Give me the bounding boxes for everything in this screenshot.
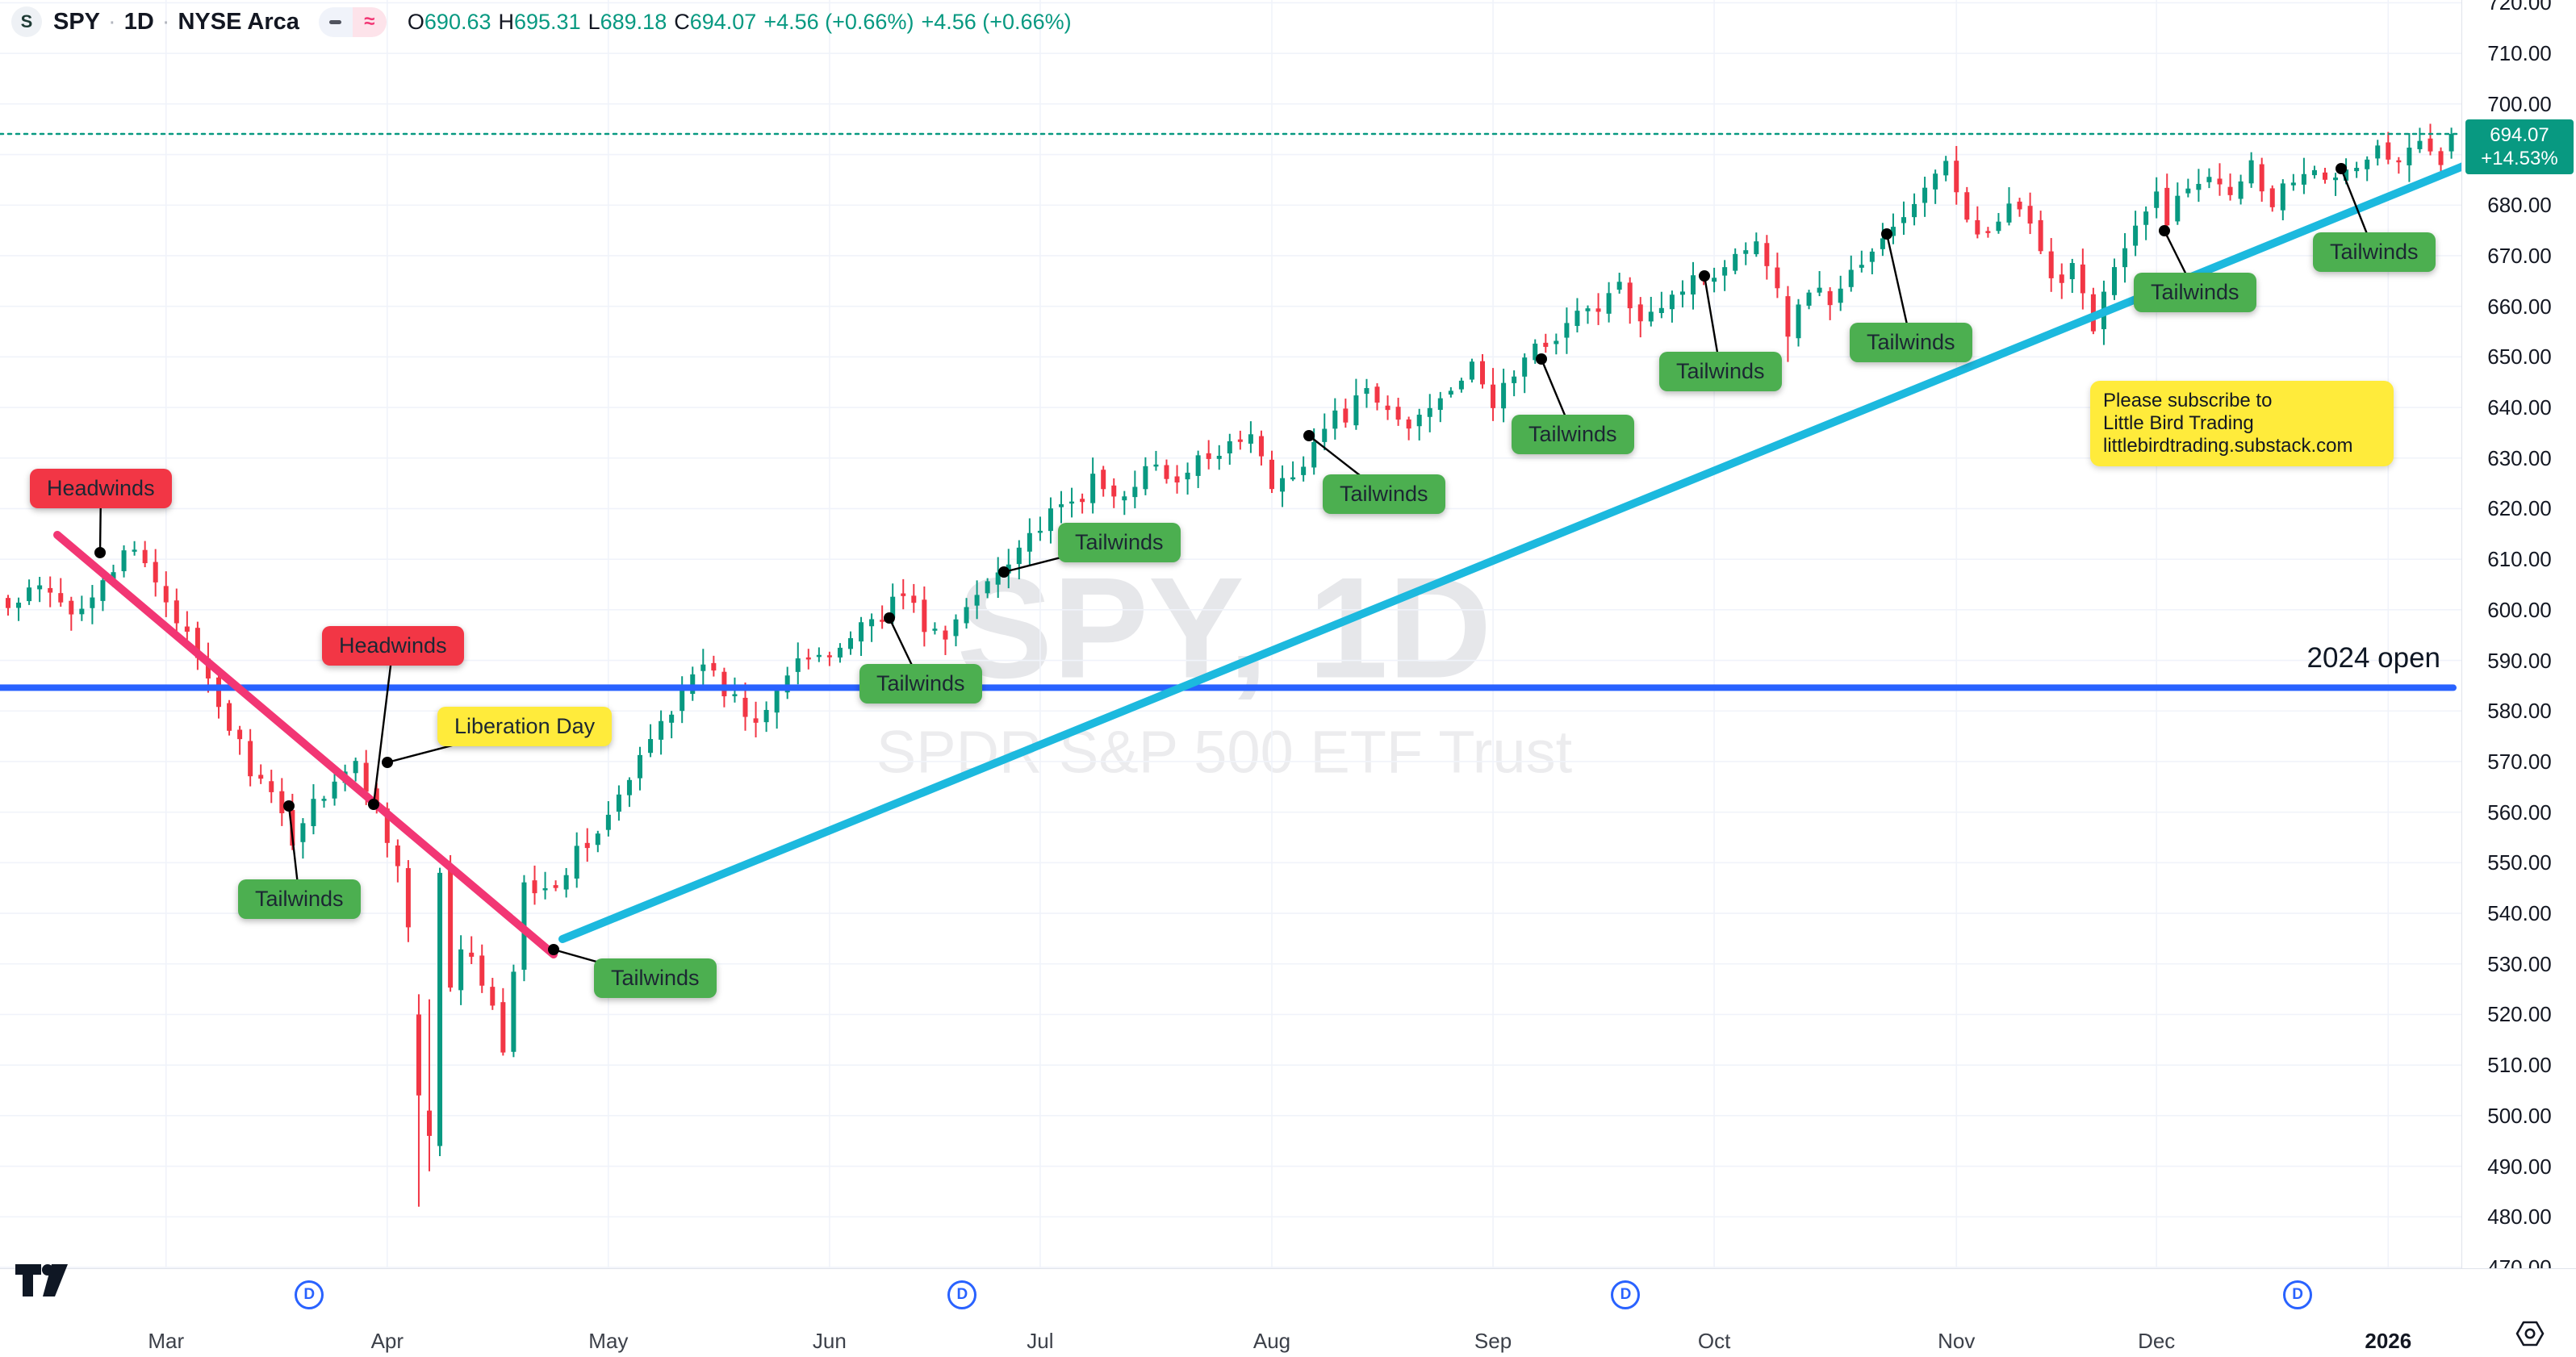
price-tick-label: 490.00 [2487,1154,2552,1179]
annotation-liberation-day[interactable]: Liberation Day [437,707,613,746]
note-line: Please subscribe to [2103,390,2273,411]
price-tick-label: 660.00 [2487,294,2552,319]
month-label: Jul [1027,1329,1054,1353]
high-value: 695.31 [514,9,581,34]
price-tick-label: 520.00 [2487,1002,2552,1027]
separator: · [108,8,116,35]
price-tick-label: 550.00 [2487,850,2552,875]
chart-watermark: SPY, 1D SPDR S&P 500 ETF Trust [876,547,1573,787]
high-label: H [498,9,515,34]
dividend-marker[interactable]: D [1611,1280,1641,1309]
month-label: Dec [2138,1329,2176,1353]
price-tick-label: 680.00 [2487,193,2552,218]
settings-gear-icon[interactable] [2515,1320,2545,1347]
dividend-marker[interactable]: D [2283,1280,2313,1309]
price-tick-label: 670.00 [2487,243,2552,268]
price-tick-label: 500.00 [2487,1103,2552,1128]
chart-legend-header: S SPY · 1D · NYSE Arca ≈ O 690.63 H 695.31… [11,6,1072,37]
price-tick-label: 710.00 [2487,41,2552,66]
last-price: 694.07 [2490,124,2549,147]
approx-indicator-icon[interactable]: ≈ [352,6,387,37]
symbol-name[interactable]: SPY [53,8,101,35]
price-tick-label: 590.00 [2487,648,2552,673]
open-value: 690.63 [424,9,491,34]
month-label: Apr [370,1329,404,1353]
timeframe[interactable]: 1D [123,8,154,35]
price-tick-label: 630.00 [2487,445,2552,470]
price-tick-label: 570.00 [2487,749,2552,774]
month-label: Nov [1938,1329,1976,1353]
last-price-badge: 694.07 +14.53% [2465,119,2574,175]
annotation-headwinds[interactable]: Headwinds [322,626,464,666]
price-tick-label: 480.00 [2487,1205,2552,1230]
annotation-tailwinds[interactable]: Tailwinds [1512,415,1634,454]
year-label: 2026 [2365,1329,2412,1353]
price-tick-label: 510.00 [2487,1053,2552,1078]
price-tick-label: 700.00 [2487,91,2552,116]
last-price-change: +14.53% [2481,148,2558,170]
price-tick-label: 560.00 [2487,800,2552,825]
price-tick-label: 620.00 [2487,496,2552,521]
price-tick-label: 610.00 [2487,547,2552,572]
candlestick-chart[interactable] [0,0,2461,1268]
price-tick-label: 640.00 [2487,395,2552,420]
annotation-tailwinds[interactable]: Tailwinds [1058,523,1181,562]
month-label: May [588,1329,629,1353]
annotation-tailwinds[interactable]: Tailwinds [238,879,361,919]
price-tick-label: 580.00 [2487,699,2552,724]
month-label: Mar [148,1329,185,1353]
month-label: Jun [812,1329,847,1353]
annotation-tailwinds[interactable]: Tailwinds [1659,352,1782,391]
subscribe-note[interactable]: Please subscribe to Little Bird Trading … [2090,381,2394,466]
watermark-symbol: SPY, 1D [956,547,1492,708]
price-axis[interactable]: 694.07 +14.53% 720.00710.00700.00690.006… [2461,0,2576,1280]
low-label: L [588,9,600,34]
annotation-headwinds[interactable]: Headwinds [30,469,172,508]
annotation-tailwinds[interactable]: Tailwinds [2134,273,2256,312]
close-label: C [674,9,690,34]
open-line-label[interactable]: 2024 open [2306,642,2440,674]
price-tick-label: 540.00 [2487,901,2552,926]
time-axis[interactable]: Mar Apr May Jun Jul Aug Sep Oct Nov Dec 2026 D D D D [0,1268,2576,1357]
flat-indicator-icon[interactable] [318,6,353,37]
chart-status-toggle[interactable]: ≈ [318,6,387,37]
price-tick-label: 720.00 [2487,0,2552,15]
low-value: 689.18 [600,9,667,34]
exchange-name: NYSE Arca [178,8,299,35]
symbol-title[interactable]: SPY · 1D · NYSE Arca [53,9,299,35]
ohlc-readout: O 690.63 H 695.31 L 689.18 C 694.07 +4.56 (+… [408,10,1072,35]
dividend-marker[interactable]: D [295,1280,324,1309]
price-tick-label: 530.00 [2487,951,2552,976]
change-value-secondary: +4.56 (+0.66%) [921,9,1072,34]
annotation-tailwinds[interactable]: Tailwinds [594,958,717,998]
close-value: 694.07 [689,9,757,34]
annotation-tailwinds[interactable]: Tailwinds [859,664,982,704]
change-value: +4.56 (+0.66%) [763,9,914,34]
annotation-tailwinds[interactable]: Tailwinds [1323,474,1445,514]
note-line: littlebirdtrading.substack.com [2103,435,2353,457]
symbol-logo[interactable]: S [11,6,42,37]
tradingview-logo-icon[interactable] [15,1263,82,1297]
month-label: Sep [1474,1329,1512,1353]
dividend-marker[interactable]: D [947,1280,977,1309]
month-label: Oct [1697,1329,1731,1353]
annotation-tailwinds[interactable]: Tailwinds [1850,323,1972,362]
annotation-tailwinds[interactable]: Tailwinds [2313,232,2436,272]
watermark-fund-name: SPDR S&P 500 ETF Trust [876,718,1573,786]
price-tick-label: 650.00 [2487,344,2552,370]
month-label: Aug [1252,1329,1291,1353]
separator: · [161,8,170,35]
note-line: Little Bird Trading [2103,412,2254,434]
price-tick-label: 600.00 [2487,597,2552,622]
open-label: O [407,9,424,34]
